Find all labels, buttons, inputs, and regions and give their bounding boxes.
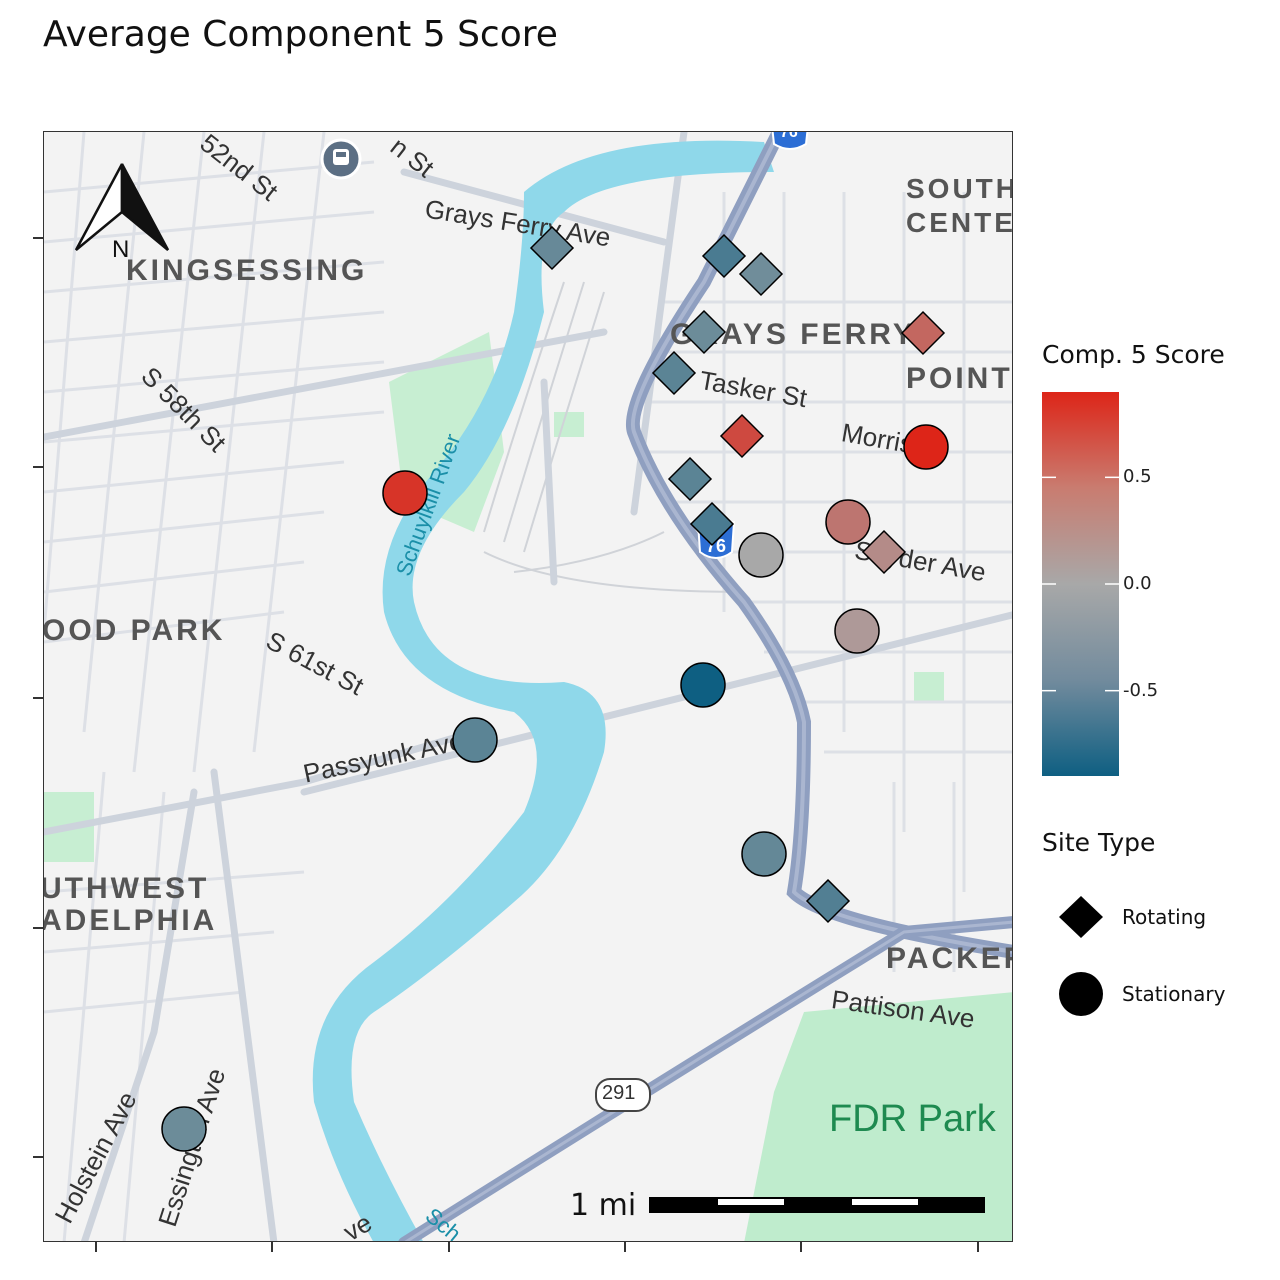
- state-route-shield-icon: [595, 1078, 651, 1112]
- legend-stationary-label: Stationary: [1122, 982, 1226, 1006]
- north-arrow-label: N: [112, 236, 130, 263]
- map-title: Average Component 5 Score: [43, 14, 558, 55]
- stationary-site-marker[interactable]: [680, 662, 726, 708]
- legend-color-title: Comp. 5 Score: [1042, 340, 1225, 369]
- rotating-site-marker[interactable]: [681, 309, 727, 355]
- stationary-site-marker[interactable]: [738, 532, 784, 578]
- legend-shape-title: Site Type: [1042, 828, 1156, 857]
- rotating-site-marker[interactable]: [667, 456, 713, 502]
- rotating-site-marker[interactable]: [719, 413, 765, 459]
- scale-bar-label: 1 mi: [570, 1188, 637, 1223]
- stationary-site-marker[interactable]: [903, 424, 949, 470]
- label-philadelphia: ADELPHIA: [43, 904, 218, 937]
- green-area: [914, 672, 944, 702]
- rotating-site-marker[interactable]: [689, 501, 735, 547]
- label-fdr-park: FDR Park: [829, 1098, 996, 1140]
- rotating-site-marker[interactable]: [861, 529, 907, 575]
- stationary-site-marker[interactable]: [161, 1106, 207, 1152]
- legend-tick-label: -0.5: [1123, 679, 1159, 701]
- basemap: [44, 132, 1012, 1241]
- schuylkill-river: [312, 140, 774, 1241]
- stationary-site-marker[interactable]: [834, 608, 880, 654]
- rotating-site-marker[interactable]: [651, 350, 697, 396]
- label-kingsessing: KINGSESSING: [126, 254, 368, 287]
- rotating-site-marker[interactable]: [529, 225, 575, 271]
- train-station-icon: [320, 138, 362, 180]
- stationary-site-marker[interactable]: [382, 470, 428, 516]
- scale-bar: [649, 1197, 985, 1213]
- shield-label: 291: [602, 1082, 636, 1104]
- legend-circle-icon: [1059, 972, 1103, 1016]
- label-south-center: SOUTH CENTER: [906, 173, 1013, 238]
- rotating-site-marker[interactable]: [805, 878, 851, 924]
- legend-tick-label: 0.0: [1123, 573, 1152, 594]
- shield-label: 76: [780, 131, 798, 141]
- color-legend-bar: [1042, 392, 1119, 776]
- north-arrow-icon: [74, 163, 170, 251]
- site-markers: [161, 225, 949, 1152]
- interstate-shield-icon: [771, 132, 809, 150]
- label-packer: PACKER: [886, 942, 1012, 975]
- rotating-site-marker[interactable]: [738, 251, 784, 297]
- map-panel[interactable]: KINGSESSING SOUTH CENTER GRAYS FERRY POI…: [43, 131, 1013, 1242]
- green-area: [554, 412, 584, 437]
- legend-tick-label: 0.5: [1123, 466, 1152, 488]
- label-southwest: UTHWEST: [43, 872, 210, 905]
- fdr-park-area: [744, 992, 1012, 1241]
- stationary-site-marker[interactable]: [452, 717, 498, 763]
- label-point: POINT: [906, 362, 1013, 395]
- legend-rotating-label: Rotating: [1122, 905, 1207, 929]
- rotating-site-marker[interactable]: [900, 310, 946, 356]
- rotating-site-marker[interactable]: [701, 233, 747, 279]
- stationary-site-marker[interactable]: [741, 831, 787, 877]
- stationary-site-marker[interactable]: [825, 499, 871, 545]
- legend-diamond-icon: [1059, 896, 1103, 938]
- label-wood-park: OOD PARK: [43, 614, 226, 647]
